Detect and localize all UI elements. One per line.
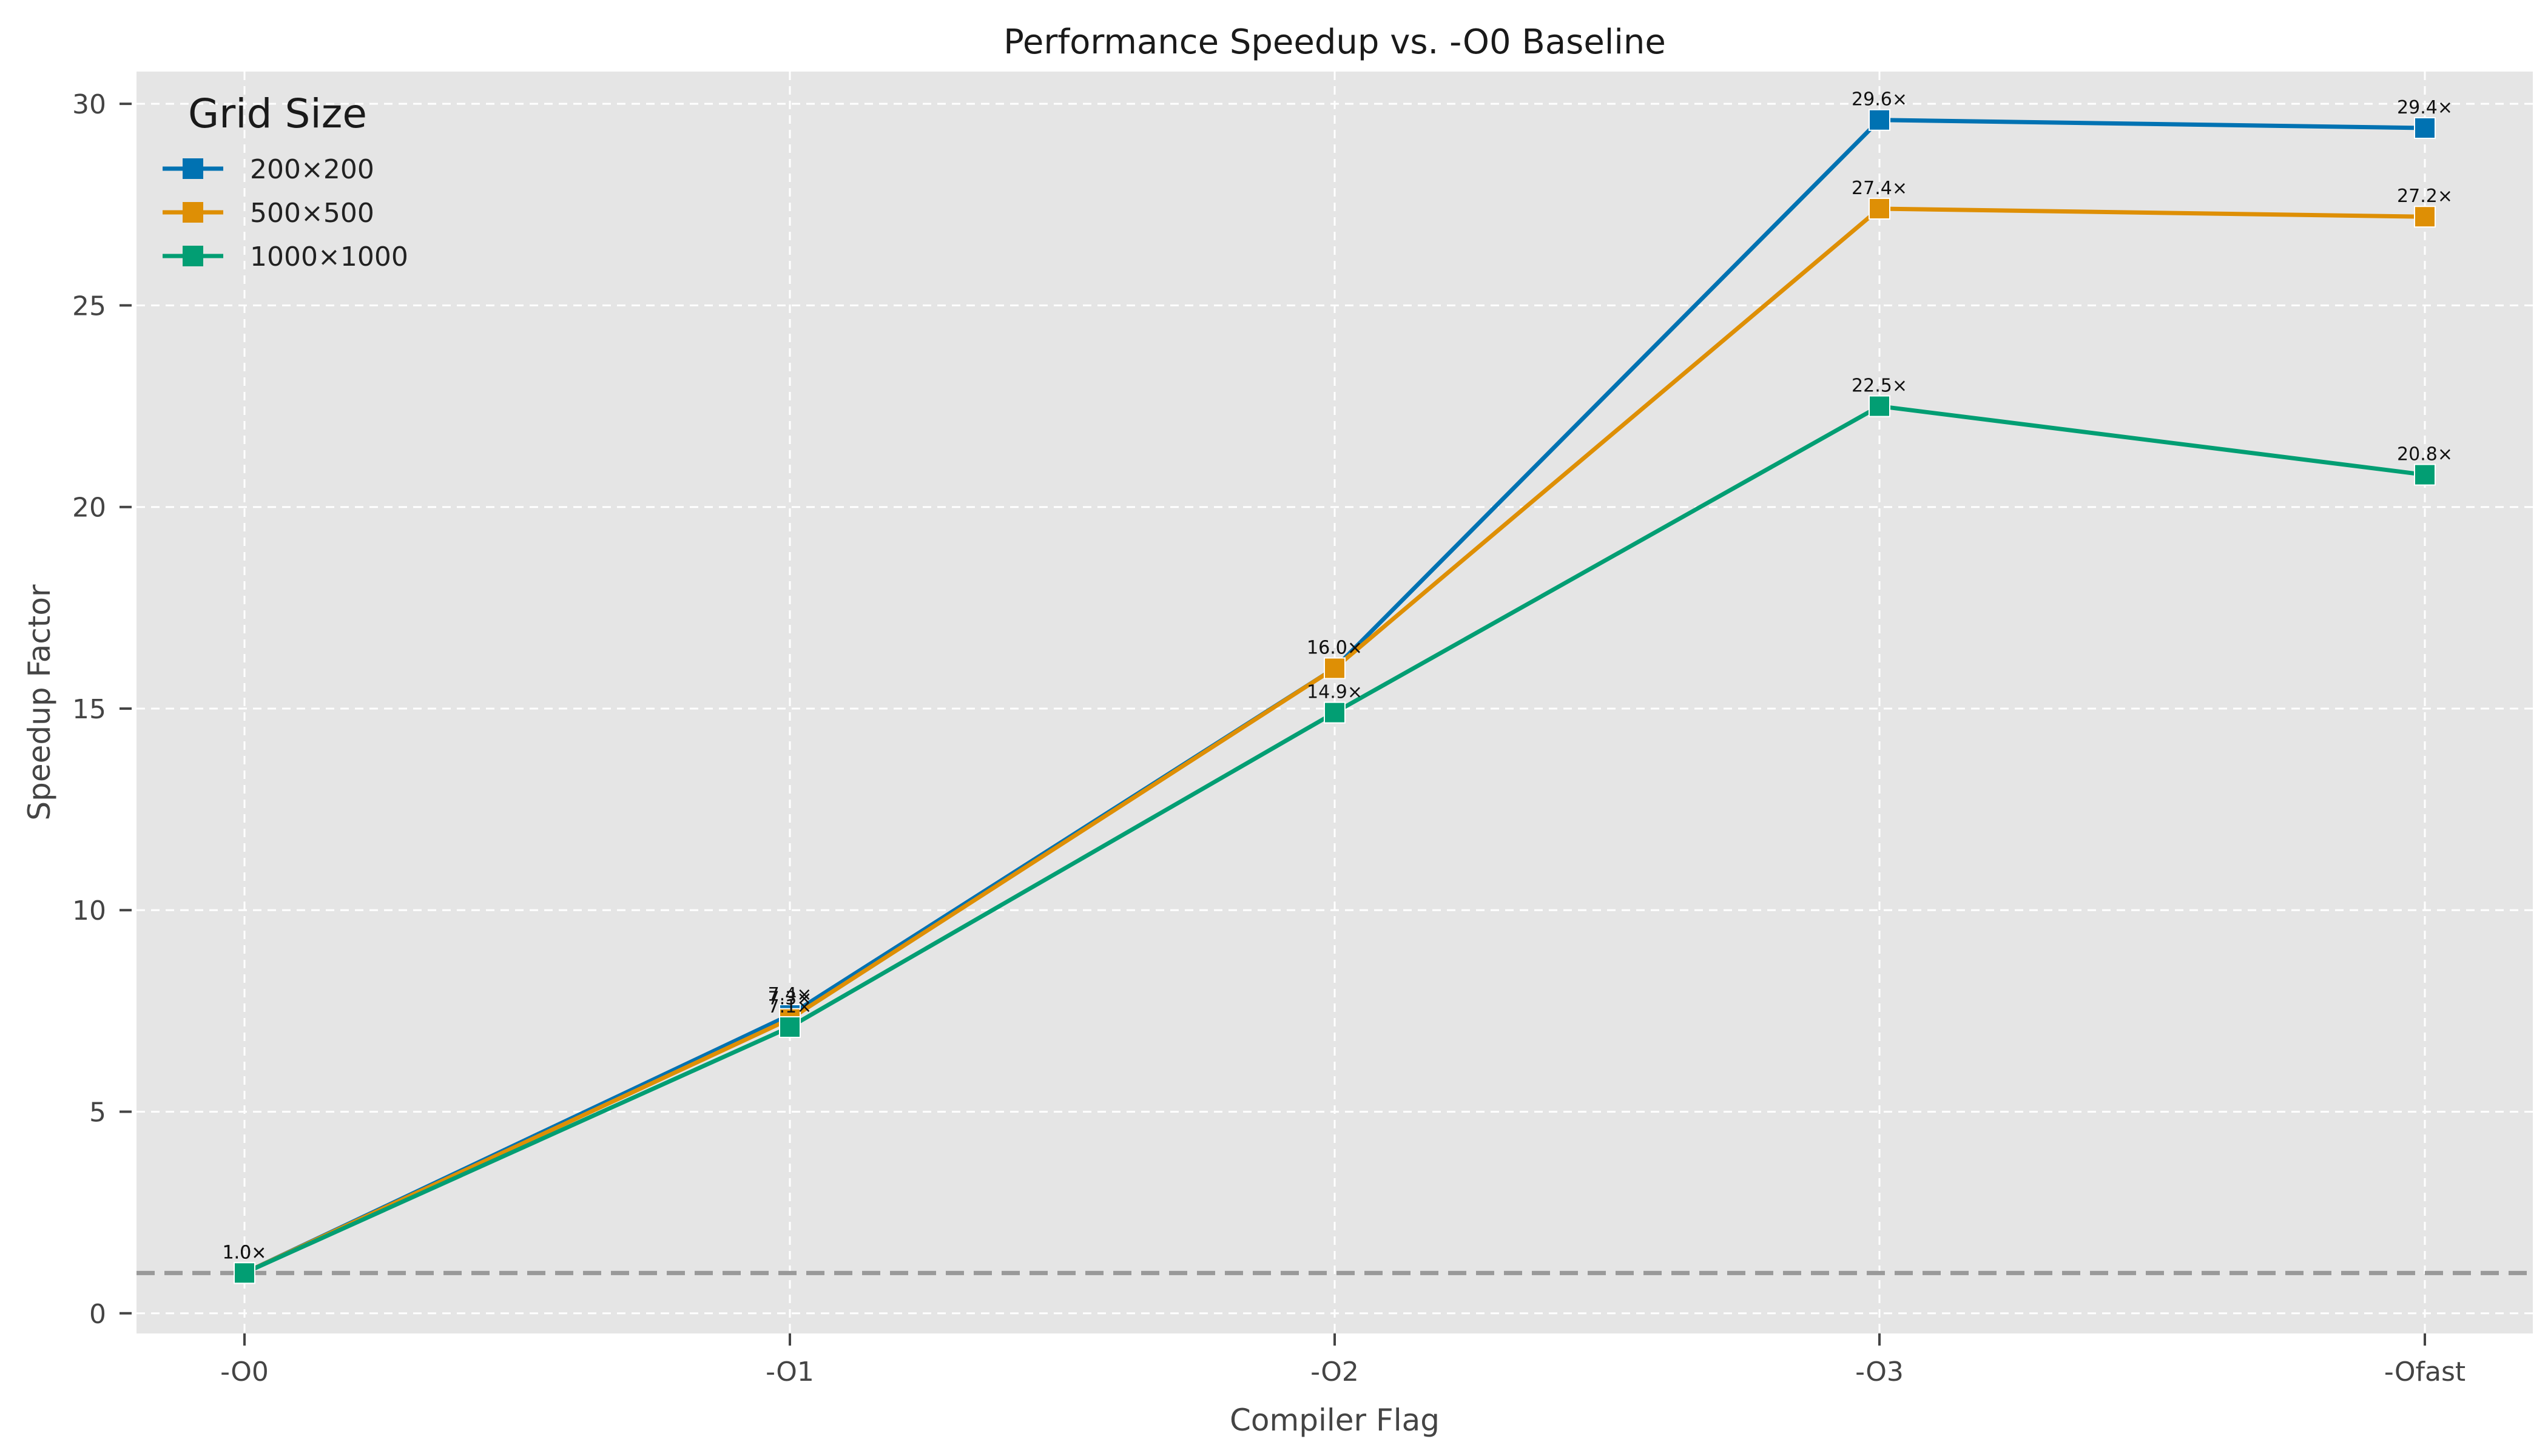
x-tick-label: -O3 [1855,1357,1904,1387]
data-label: 7.4× [768,984,812,1005]
y-tick-label: 30 [72,89,106,120]
data-point-marker [1869,395,1890,417]
legend: Grid Size 200×200 500×500 1000×1000 [163,90,408,272]
data-point-marker [1324,657,1346,679]
data-label: 29.4× [2397,97,2453,118]
y-tick-label: 20 [72,493,106,524]
data-point-marker [779,1016,801,1038]
y-tick-label: 5 [89,1097,106,1128]
y-axis-label: Speedup Factor [22,584,57,821]
x-axis-label: Compiler Flag [1230,1403,1440,1438]
legend-marker [183,202,203,223]
data-point-marker [234,1262,255,1284]
data-label: 1.0× [223,1242,267,1263]
data-label: 1.0× [223,1242,267,1263]
legend-label: 1000×1000 [250,241,408,272]
data-label: 20.8× [2397,444,2453,465]
x-tick-label: -O0 [220,1357,269,1387]
data-point-marker [1869,197,1890,220]
x-tick-label: -O2 [1310,1357,1359,1387]
data-label: 7.3× [768,988,812,1009]
x-tick-label: -O1 [766,1357,814,1387]
data-label: 7.1× [768,996,812,1017]
legend-marker [183,246,203,266]
data-label: 29.6× [1852,89,1907,110]
data-point-marker [2414,206,2436,228]
data-label: 27.4× [1852,178,1907,199]
y-tick-label: 10 [72,895,106,926]
legend-marker [183,158,203,179]
legend-label: 500×500 [250,198,374,229]
y-tick-label: 15 [72,694,106,725]
legend-title: Grid Size [188,90,367,137]
data-label: 22.5× [1852,376,1907,397]
data-label: 1.0× [223,1242,267,1263]
data-label: 16.0× [1307,638,1363,659]
data-point-marker [1869,109,1890,131]
axes: -O0 -O1 -O2 -O3 -Ofast 0 5 10 15 20 25 30 [72,89,2465,1387]
data-labels: 1.0×7.4×16.0×29.6× 29.4×1.0×7.3×16.0×27.4… [223,89,2453,1264]
series-group [234,109,2436,1284]
y-tick-label: 25 [72,291,106,322]
y-tick-label: 0 [89,1299,106,1330]
data-point-marker [2414,117,2436,140]
data-label: 14.9× [1307,682,1363,703]
chart-title: Performance Speedup vs. -O0 Baseline [1003,22,1666,62]
data-point-marker [1324,701,1346,724]
data-point-marker [2414,463,2436,486]
x-tick-label: -Ofast [2384,1357,2465,1387]
data-label: 16.0× [1307,638,1363,659]
data-label: 27.2× [2397,186,2453,207]
legend-label: 200×200 [250,154,374,185]
